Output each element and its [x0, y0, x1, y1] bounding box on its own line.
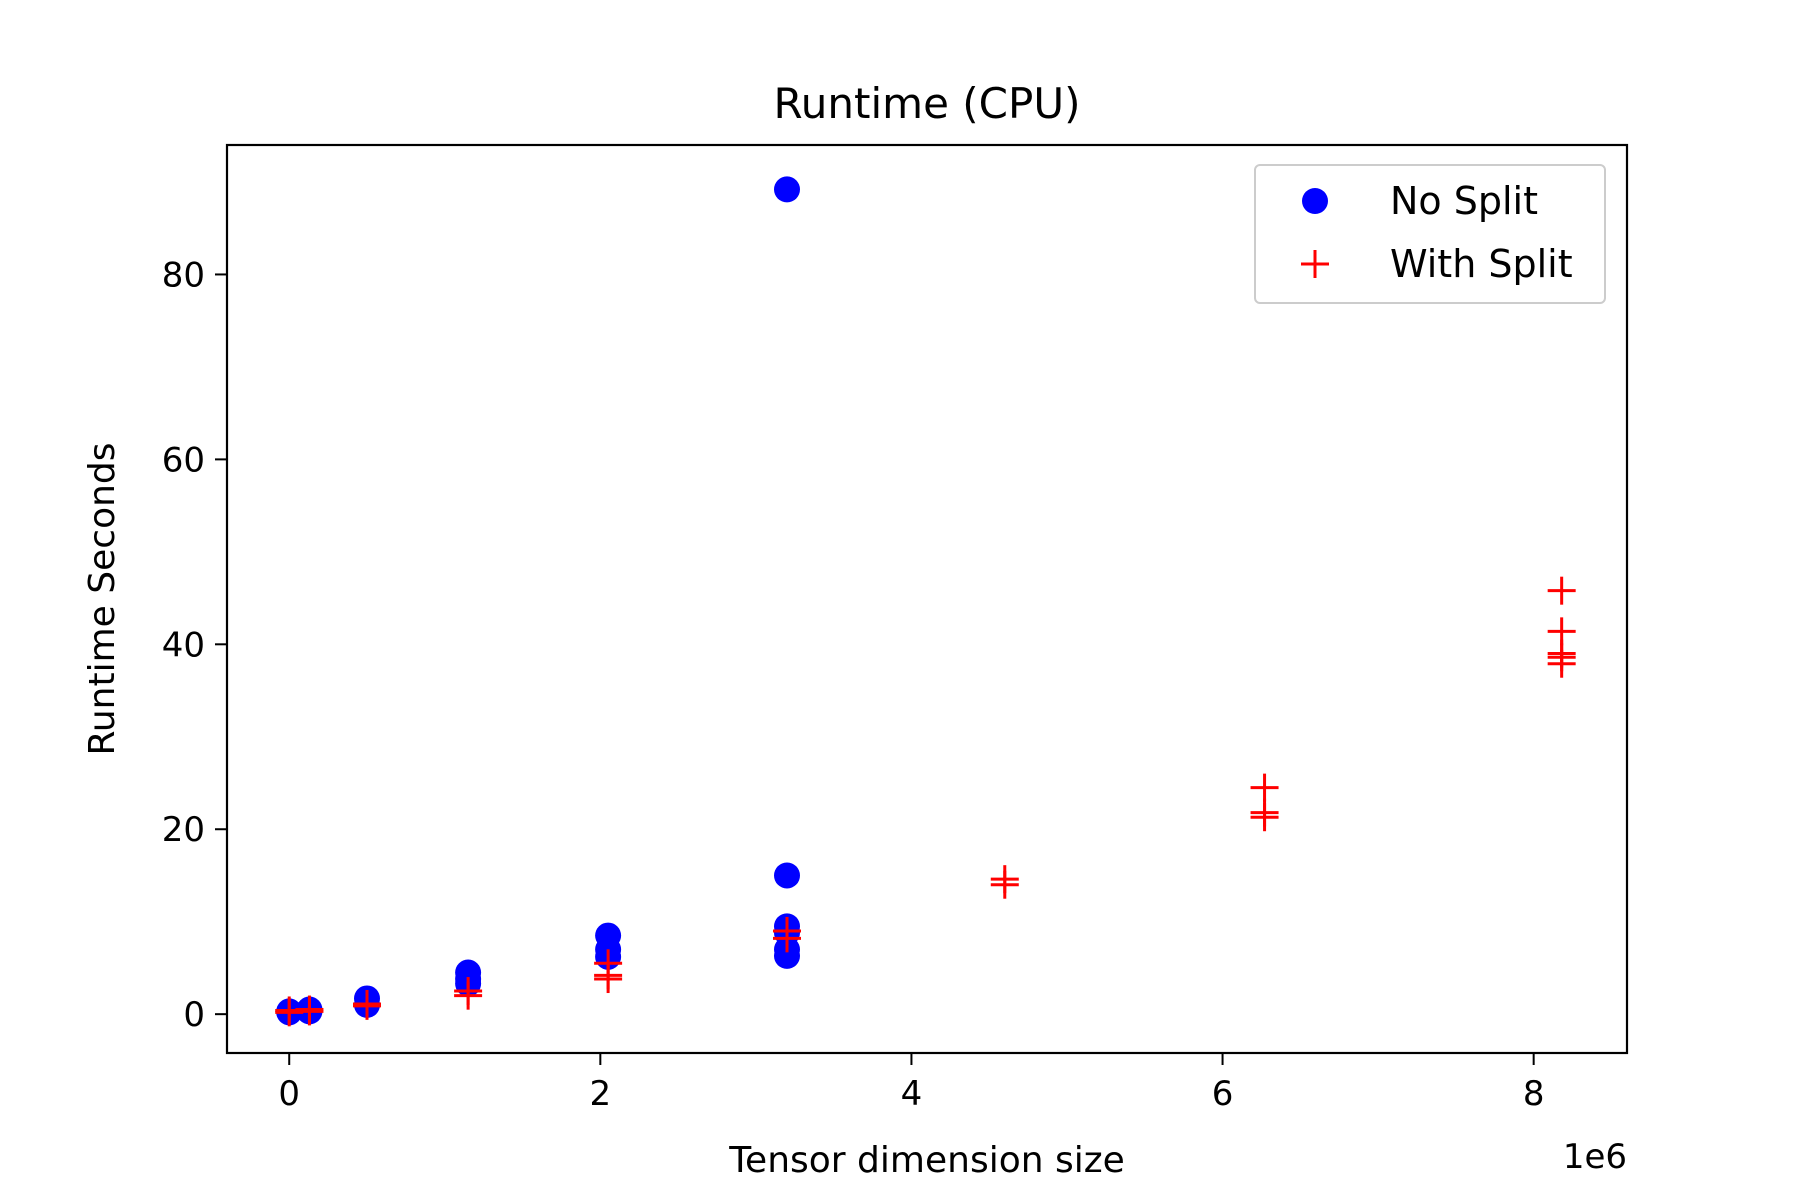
x-tick-label: 4	[901, 1074, 923, 1114]
data-point-with-split	[1250, 773, 1279, 802]
y-tick-label: 80	[162, 255, 205, 295]
data-point-with-split	[773, 916, 801, 945]
data-point-with-split	[594, 949, 623, 978]
chart-title: Runtime (CPU)	[774, 79, 1081, 128]
plot-marks	[275, 176, 1576, 1027]
y-tick-label: 60	[162, 440, 205, 480]
data-point-with-split	[1250, 798, 1279, 827]
x-axis-label: Tensor dimension size	[728, 1140, 1125, 1181]
y-tick-label: 0	[183, 995, 205, 1035]
data-point-no-split	[455, 959, 482, 986]
x-tick-label: 2	[590, 1074, 612, 1114]
x-tick-label: 0	[278, 1074, 300, 1114]
data-point-no-split	[595, 922, 622, 949]
x-axis-ticks: 0 2 4 6 8	[278, 1053, 1544, 1114]
data-point-with-split	[1547, 617, 1576, 646]
x-tick-label: 6	[1212, 1074, 1234, 1114]
legend-frame	[1254, 164, 1606, 304]
x-tick-label: 8	[1523, 1074, 1545, 1114]
x-axis-offset-label: 1e6	[1563, 1137, 1627, 1177]
data-point-with-split	[295, 995, 324, 1024]
y-axis-label: Runtime Seconds	[82, 442, 123, 755]
y-tick-label: 20	[162, 810, 205, 850]
data-point-with-split	[454, 977, 483, 1006]
data-point-with-split	[1547, 576, 1576, 605]
legend-label-no-split: No Split	[1390, 179, 1538, 223]
data-point-with-split	[353, 989, 381, 1018]
legend-marker-no-split	[1302, 188, 1328, 214]
y-axis-ticks: 0 20 40 60 80	[162, 255, 227, 1035]
data-point-with-split	[990, 865, 1019, 894]
data-point-no-split	[774, 862, 800, 889]
legend: No Split With Split	[1254, 164, 1606, 304]
legend-marker-with-split	[1301, 250, 1329, 278]
legend-label-with-split: With Split	[1390, 242, 1573, 286]
y-tick-label: 40	[162, 625, 205, 665]
data-point-no-split	[774, 176, 800, 203]
plot-area-frame	[225, 143, 1629, 1055]
